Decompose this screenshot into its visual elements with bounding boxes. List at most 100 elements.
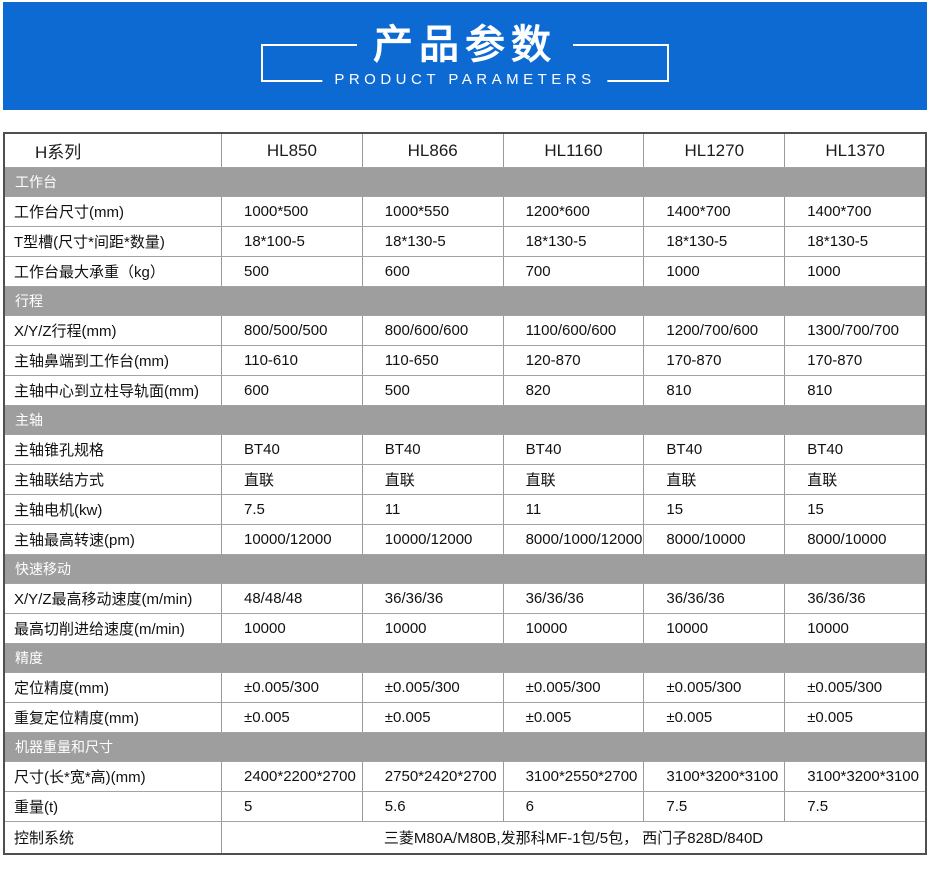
row-label: 主轴最高转速(pm) [14, 532, 135, 549]
cell-value: 直联 [784, 465, 925, 494]
cell-value: 36/36/36 [502, 584, 644, 613]
cell-value: 48/48/48 [221, 584, 362, 613]
cell-value: ±0.005 [643, 703, 784, 732]
table-row: 主轴鼻端到工作台(mm) 110-610 110-650 120-870 170-870… [5, 346, 925, 376]
cell-value: 1100/600/600 [502, 316, 644, 345]
row-label: 主轴联结方式 [14, 472, 105, 489]
cell-value: 600 [361, 257, 503, 286]
cell-value: 8000/1000/12000 [502, 525, 644, 554]
cell-value: ±0.005/300 [502, 673, 644, 702]
section-header-row: 行程 [5, 287, 925, 316]
cell-value: 7.5 [221, 495, 362, 524]
row-label: 主轴中心到立柱导轨面(mm) [14, 383, 199, 400]
cell-value: 10000 [502, 614, 644, 643]
cell-value: BT40 [643, 435, 784, 464]
cell-value: ±0.005/300 [643, 673, 784, 702]
table-row: 工作台尺寸(mm) 1000*500 1000*550 1200*600 1400*70… [5, 197, 925, 227]
section-header-row: 快速移动 [5, 555, 925, 584]
cell-value: 3100*2550*2700 [502, 762, 644, 791]
cell-value: 直联 [643, 465, 784, 494]
spec-table: H系列 HL850 HL866 HL1160 HL1270 HL1370 工作台 工作台尺寸… [3, 132, 927, 855]
banner-title: 产品参数 [357, 22, 573, 68]
cell-value: 820 [502, 376, 644, 405]
table-row: 尺寸(长*宽*高)(mm) 2400*2200*2700 2750*2420*270… [5, 762, 925, 792]
table-row: 定位精度(mm) ±0.005/300 ±0.005/300 ±0.005/300 ±0… [5, 673, 925, 703]
model-column-header: HL1160 [502, 134, 644, 167]
table-row: 主轴电机(kw) 7.5 11 11 15 15 [5, 495, 925, 525]
cell-value: 18*100-5 [221, 227, 362, 256]
cell-value: 110-650 [361, 346, 503, 375]
cell-value: 10000 [784, 614, 925, 643]
cell-value: 10000/12000 [221, 525, 362, 554]
cell-value: ±0.005/300 [221, 673, 362, 702]
cell-value: BT40 [502, 435, 644, 464]
model-column-header: HL866 [361, 134, 503, 167]
cell-value: 10000 [361, 614, 503, 643]
product-parameters-banner: 产品参数 PRODUCT PARAMETERS [3, 2, 927, 110]
cell-value: 15 [784, 495, 925, 524]
cell-value: 直联 [361, 465, 503, 494]
section-label: 机器重量和尺寸 [15, 739, 113, 755]
cell-value: 1200/700/600 [643, 316, 784, 345]
cell-value: 18*130-5 [784, 227, 925, 256]
cell-value: 1300/700/700 [784, 316, 925, 345]
cell-value: 1400*700 [643, 197, 784, 226]
cell-value: 11 [361, 495, 503, 524]
table-row: X/Y/Z最高移动速度(m/min) 48/48/48 36/36/36 36/36/… [5, 584, 925, 614]
row-label: 最高切削进给速度(m/min) [14, 621, 185, 638]
row-label: X/Y/Z最高移动速度(m/min) [14, 591, 193, 608]
cell-value: 600 [221, 376, 362, 405]
cell-value: 7.5 [643, 792, 784, 821]
table-body: 工作台 工作台尺寸(mm) 1000*500 1000*550 1200*600 1400… [5, 168, 925, 853]
section-label: 主轴 [15, 412, 43, 428]
cell-value: 170-870 [643, 346, 784, 375]
cell-value: 11 [502, 495, 644, 524]
cell-value: 700 [502, 257, 644, 286]
cell-value: 7.5 [784, 792, 925, 821]
cell-value: ±0.005 [502, 703, 644, 732]
cell-value: BT40 [361, 435, 503, 464]
row-label: 工作台最大承重（kg） [14, 264, 165, 281]
cell-value: 3100*3200*3100 [643, 762, 784, 791]
section-label: 工作台 [15, 174, 57, 190]
cell-value: 810 [643, 376, 784, 405]
cell-value: 500 [361, 376, 503, 405]
row-label: 主轴电机(kw) [14, 502, 103, 519]
table-row: 重复定位精度(mm) ±0.005 ±0.005 ±0.005 ±0.005 ±0.005 [5, 703, 925, 733]
cell-value: 18*130-5 [361, 227, 503, 256]
table-row: X/Y/Z行程(mm) 800/500/500 800/600/600 1100/60… [5, 316, 925, 346]
cell-value: 800/600/600 [361, 316, 503, 345]
cell-value: 6 [502, 792, 644, 821]
cell-value: 120-870 [502, 346, 644, 375]
model-column-header: HL1370 [784, 134, 925, 167]
cell-value: 810 [784, 376, 925, 405]
cell-value: 10000 [643, 614, 784, 643]
row-label: 尺寸(长*宽*高)(mm) [14, 769, 146, 786]
section-label: 快速移动 [15, 561, 71, 577]
cell-value: ±0.005/300 [784, 673, 925, 702]
table-row: 主轴中心到立柱导轨面(mm) 600 500 820 810 810 [5, 376, 925, 406]
cell-value: 36/36/36 [643, 584, 784, 613]
cell-value: 36/36/36 [361, 584, 503, 613]
section-label: 行程 [15, 293, 43, 309]
cell-value: 1000*500 [221, 197, 362, 226]
row-label: 重复定位精度(mm) [14, 710, 139, 727]
banner-subtitle: PRODUCT PARAMETERS [322, 69, 608, 91]
row-label: 主轴锥孔规格 [14, 442, 105, 459]
row-label: 工作台尺寸(mm) [14, 204, 124, 221]
table-row: T型槽(尺寸*间距*数量) 18*100-5 18*130-5 18*130-5 18*… [5, 227, 925, 257]
model-column-header: HL850 [221, 134, 362, 167]
row-label: 重量(t) [14, 799, 59, 816]
cell-value: ±0.005 [784, 703, 925, 732]
cell-value: 36/36/36 [784, 584, 925, 613]
cell-value: 直联 [221, 465, 362, 494]
section-header-row: 精度 [5, 644, 925, 673]
cell-value: 10000/12000 [361, 525, 503, 554]
table-row: 主轴锥孔规格 BT40 BT40 BT40 BT40 BT40 [5, 435, 925, 465]
cell-value: 直联 [502, 465, 644, 494]
row-label: 主轴鼻端到工作台(mm) [14, 353, 169, 370]
cell-value: 1400*700 [784, 197, 925, 226]
cell-value: 1000*550 [361, 197, 503, 226]
row-label: 控制系统 [14, 830, 75, 847]
section-header-row: 机器重量和尺寸 [5, 733, 925, 762]
